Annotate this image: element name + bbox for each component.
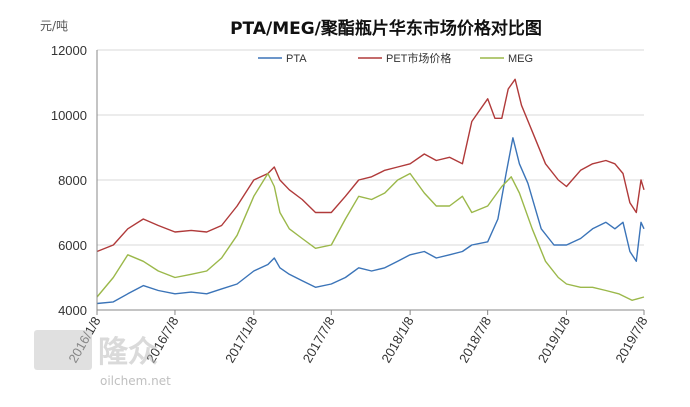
watermark-site: oilchem.net	[100, 374, 171, 388]
x-tick-label: 2019/7/8	[612, 314, 650, 365]
x-tick-label: 2017/1/8	[222, 314, 260, 365]
legend-label: PTA	[286, 53, 307, 65]
legend-label: MEG	[508, 53, 533, 65]
y-tick-label: 12000	[51, 43, 87, 58]
series-line	[96, 137, 645, 305]
axes: 40006000800010000120002016/1/82016/7/820…	[51, 43, 651, 365]
series-line	[96, 172, 645, 301]
legend: PTA PET市场价格 MEG	[258, 51, 533, 65]
legend-label: PET市场价格	[386, 51, 451, 65]
watermark-brand: 隆众	[98, 335, 158, 370]
y-unit-label: 元/吨	[40, 19, 68, 33]
x-tick-label: 2019/1/8	[535, 314, 573, 365]
y-tick-label: 4000	[58, 303, 87, 318]
x-tick-label: 2018/1/8	[378, 314, 416, 365]
series-group	[96, 78, 645, 305]
x-tick-label: 2017/7/8	[300, 314, 338, 365]
y-tick-label: 10000	[51, 108, 87, 123]
watermark: 隆众 oilchem.net	[34, 330, 171, 388]
y-tick-label: 8000	[58, 173, 87, 188]
chart-title: PTA/MEG/聚酯瓶片华东市场价格对比图	[230, 18, 542, 39]
y-tick-label: 6000	[58, 238, 87, 253]
series-line	[96, 78, 645, 253]
watermark-logo-icon	[34, 330, 92, 370]
x-tick-label: 2018/7/8	[456, 314, 494, 365]
